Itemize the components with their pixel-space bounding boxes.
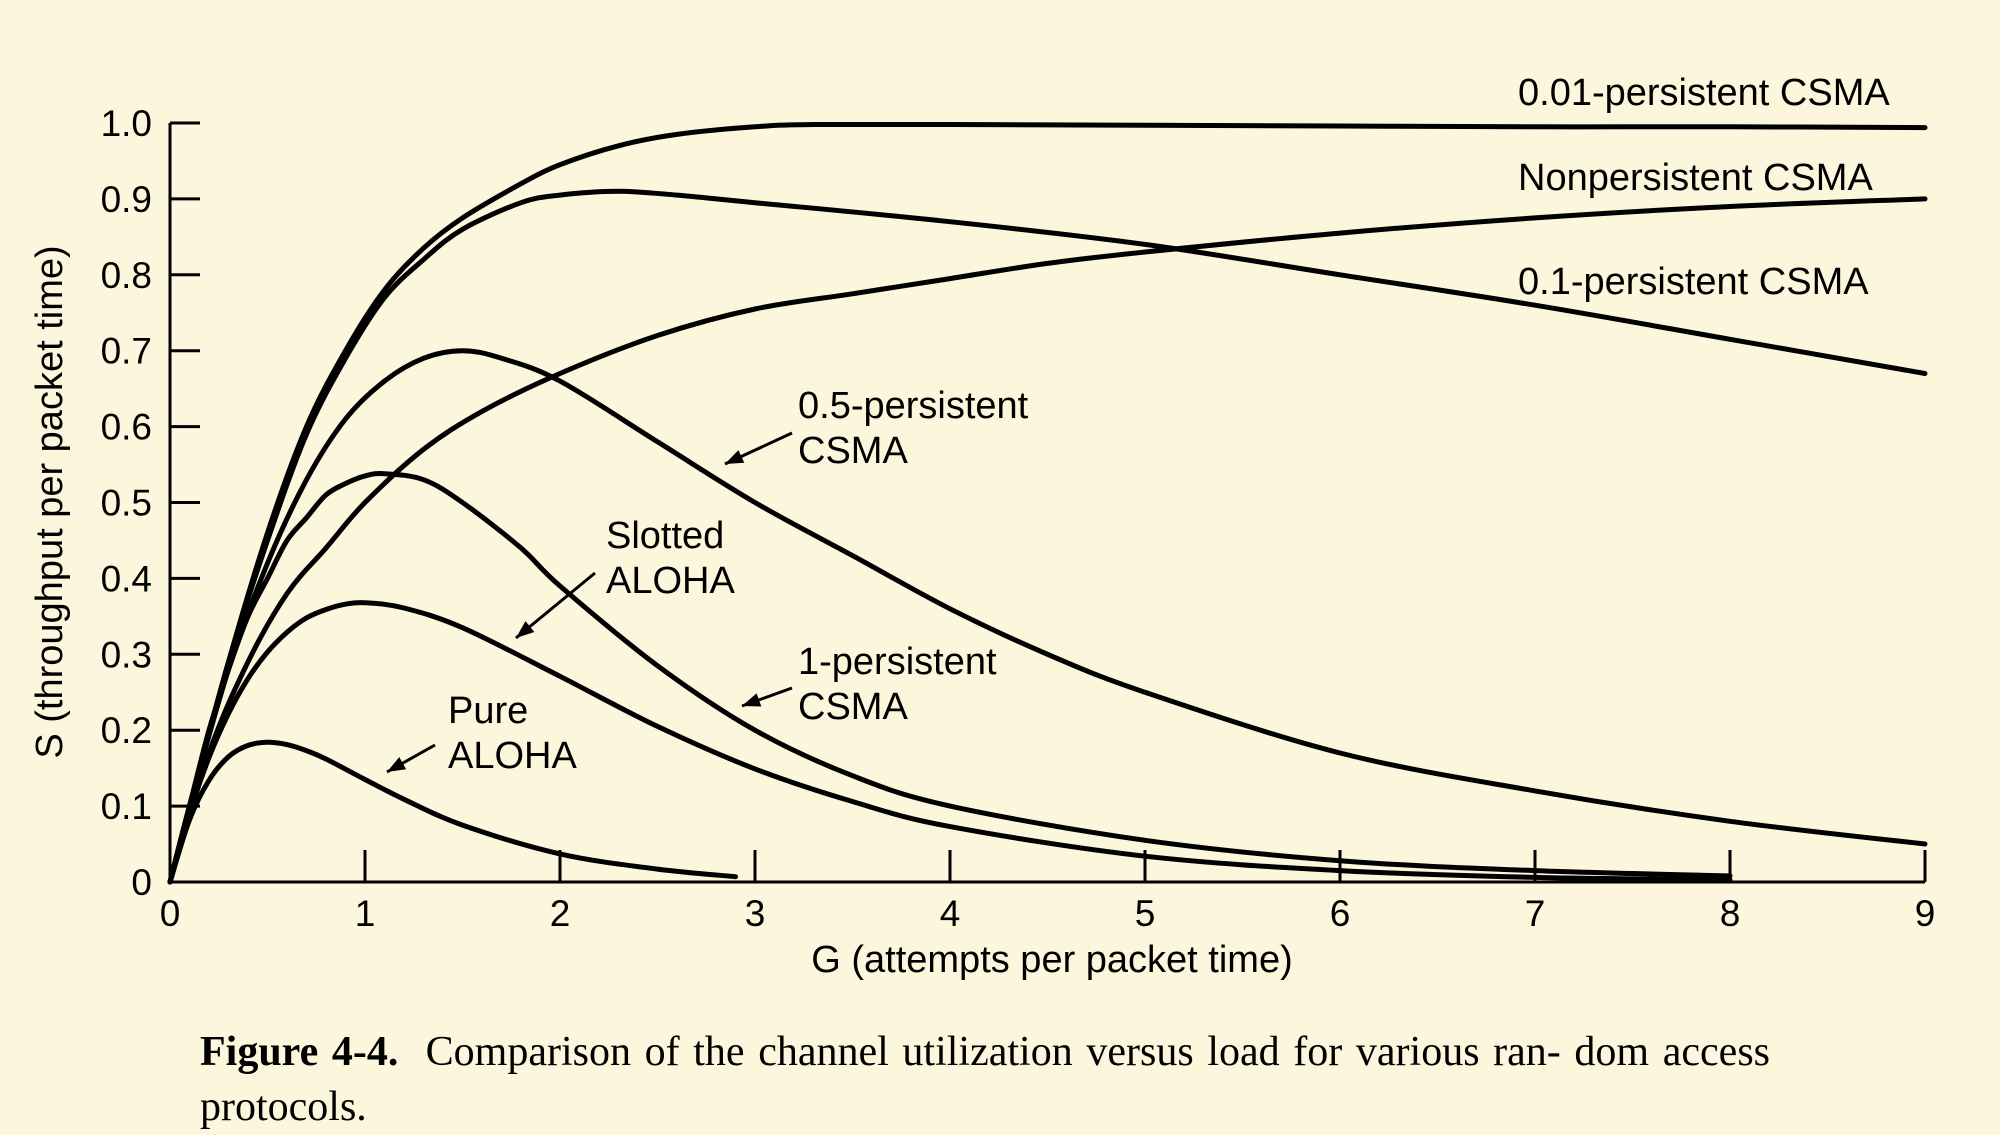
pure-aloha-label-line: Pure	[448, 690, 528, 732]
y-tick-label: 0.1	[101, 786, 152, 827]
slotted-aloha-arrowhead-icon	[516, 621, 535, 638]
figure-caption: Figure 4-4. Comparison of the channel ut…	[200, 1025, 1770, 1135]
y-tick-label: 0	[131, 862, 152, 903]
1-persistent-csma-arrowhead-icon	[742, 693, 762, 707]
y-tick-label: 0.7	[101, 331, 152, 372]
x-tick-label: 3	[745, 893, 766, 934]
x-tick-label: 8	[1720, 893, 1741, 934]
slotted-aloha-label: Slotted ALOHA	[606, 515, 735, 602]
y-tick-label: 0.6	[101, 407, 152, 448]
nonpersistent-csma-label: Nonpersistent CSMA	[1518, 157, 1873, 199]
figure-caption-label: Figure 4-4.	[200, 1029, 399, 1075]
1-persistent-csma-label-line: CSMA	[798, 686, 908, 728]
y-tick-label: 0.5	[101, 483, 152, 524]
0-5-persistent-csma-label-line: CSMA	[798, 430, 908, 472]
y-tick-label: 0.8	[101, 255, 152, 296]
y-tick-label: 0.4	[101, 558, 152, 599]
0-1-persistent-csma-label: 0.1-persistent CSMA	[1518, 261, 1869, 303]
0-5-persistent-csma-label-line: 0.5-persistent	[798, 385, 1029, 427]
1-persistent-csma-label: 1-persistent CSMA	[798, 641, 997, 728]
pure-aloha-label-line: ALOHA	[448, 735, 577, 777]
pure-aloha-arrowhead-icon	[387, 757, 407, 772]
x-tick-label: 2	[550, 893, 571, 934]
figure-caption-text: Comparison of the channel utilization ve…	[200, 1029, 1771, 1130]
nonpersistent-csma-label-line: Nonpersistent CSMA	[1518, 157, 1873, 199]
0-5-persistent-csma-label: 0.5-persistent CSMA	[798, 385, 1029, 472]
y-axis-label: S (throughput per packet time)	[29, 245, 71, 758]
nonpersistent-csma-curve	[167, 196, 1928, 885]
slotted-aloha-label-line: ALOHA	[606, 560, 735, 602]
y-tick-label: 0.9	[101, 179, 152, 220]
0-01-persistent-csma-label: 0.01-persistent CSMA	[1518, 72, 1890, 114]
pure-aloha-label: Pure ALOHA	[448, 690, 577, 777]
throughput-chart: 0 0.1 0.2 0.3 0.4 0.5 0.6 0.7 0.8 0.9 1.0 0 1 2 3 4 5 6 7 8…	[29, 72, 1936, 981]
slotted-aloha-curve	[167, 600, 1733, 885]
x-tick-label: 7	[1525, 893, 1546, 934]
slotted-aloha-label-line: Slotted	[606, 515, 724, 557]
y-tick-label: 1.0	[101, 103, 152, 144]
ticks-layer: 0 0.1 0.2 0.3 0.4 0.5 0.6 0.7 0.8 0.9 1.0 0 1 2 3 4 5 6 7 8…	[101, 103, 1936, 934]
x-tick-label: 5	[1135, 893, 1156, 934]
x-tick-label: 1	[355, 893, 376, 934]
y-tick-label: 0.2	[101, 710, 152, 751]
0-5-persistent-csma-curve	[167, 348, 1928, 885]
pure-aloha-curve	[167, 739, 738, 885]
0-01-persistent-csma-curve	[167, 121, 1928, 885]
x-tick-label: 6	[1330, 893, 1351, 934]
x-tick-label: 0	[160, 893, 181, 934]
x-tick-label: 4	[940, 893, 961, 934]
x-axis-label: G (attempts per packet time)	[811, 939, 1293, 981]
1-persistent-csma-label-line: 1-persistent	[798, 641, 997, 683]
x-tick-label: 9	[1915, 893, 1936, 934]
curves-layer	[167, 121, 1928, 885]
y-tick-label: 0.3	[101, 634, 152, 675]
0-1-persistent-csma-label-line: 0.1-persistent CSMA	[1518, 261, 1869, 303]
0-01-persistent-csma-label-line: 0.01-persistent CSMA	[1518, 72, 1890, 114]
0-5-persistent-csma-arrowhead-icon	[725, 450, 745, 464]
